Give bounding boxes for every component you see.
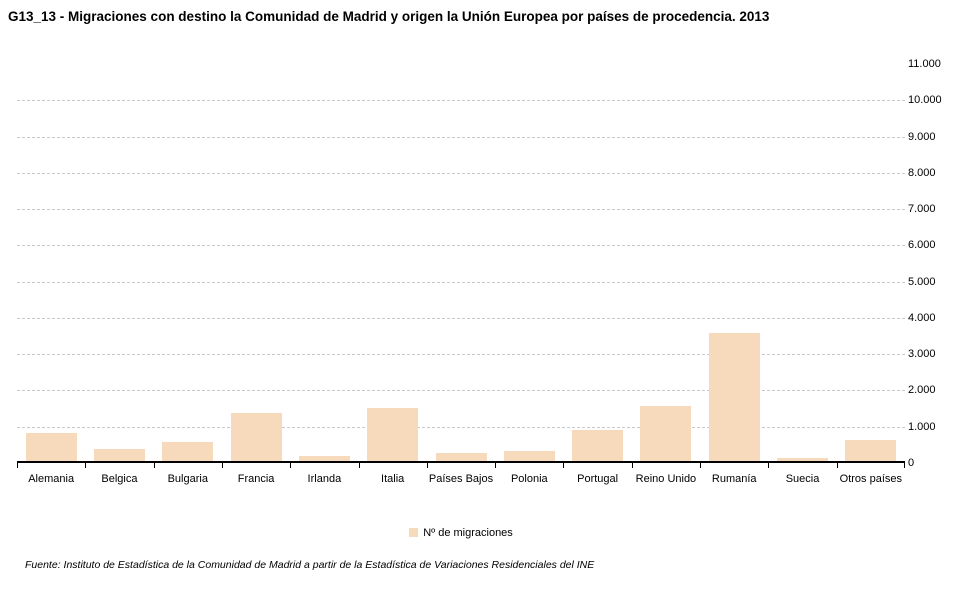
x-axis-category-label: Alemania [28,473,75,485]
bar-irlanda [298,455,350,463]
bar-pa-ses-bajos [435,452,487,463]
axis-tick [700,463,701,468]
x-axis-category-label: Suecia [785,473,820,485]
legend: Nº de migraciones [17,525,905,540]
bar-belgica [93,448,145,463]
axis-tick [632,463,633,468]
bar-francia [230,412,282,463]
source-note: Fuente: Instituto de Estadística de la C… [25,559,595,571]
y-axis-tick-label: 8.000 [908,166,936,179]
x-axis-category-label: Belgica [101,473,138,485]
y-axis-tick-label: 5.000 [908,275,936,288]
gridline [17,100,905,102]
x-axis-category-label: Reino Unido [635,473,697,485]
gridline [17,209,905,211]
axis-tick [768,463,769,468]
bar-polonia [503,451,555,463]
gridline [17,172,905,174]
axis-tick [904,463,905,468]
x-axis-category-label: Francia [237,473,275,485]
bar-italia [367,407,419,463]
x-axis-category-label: Rumanía [711,473,757,485]
x-axis-category-label: Irlanda [307,473,342,485]
y-axis-tick-label: 1.000 [908,420,936,433]
axis-tick [837,463,838,468]
bar-bulgaria [162,441,214,463]
y-axis-tick-label: 11.000 [908,58,941,70]
x-axis-category-label: Otros países [839,473,903,485]
axis-tick [495,463,496,468]
axis-tick [85,463,86,468]
x-axis-category-label: Portugal [577,473,619,485]
axis-tick [359,463,360,468]
x-axis-category-label: Bulgaria [167,473,208,485]
x-axis-category-label: Polonia [510,473,548,485]
gridline [17,354,905,356]
bar-otros-pa-ses [845,439,897,463]
gridline [17,390,905,392]
axis-tick [154,463,155,468]
bar-portugal [572,430,624,463]
gridline [17,426,905,428]
y-axis-tick-label: 3.000 [908,348,936,361]
y-axis-tick-label: 0 [908,457,915,469]
axis-tick [222,463,223,468]
axis-tick [427,463,428,468]
chart-title: G13_13 - Migraciones con destino la Comu… [8,9,770,24]
gridline [17,136,905,138]
y-axis-tick-label: 10.000 [908,94,942,107]
y-axis-tick-label: 2.000 [908,384,936,397]
y-axis-tick-label: 9.000 [908,130,936,143]
axis-tick [17,463,18,468]
axis-tick [290,463,291,468]
y-axis-tick-label: 6.000 [908,239,936,252]
x-axis-category-label: Italia [381,473,405,485]
y-axis-tick-label: 4.000 [908,311,936,324]
y-axis-tick-label: 7.000 [908,203,936,216]
x-axis-line [17,461,905,463]
bar-ruman-a [708,333,760,463]
gridline [17,281,905,283]
bar-suecia [777,457,829,463]
gridline [17,317,905,319]
x-axis-category-label: Países Bajos [428,473,494,485]
axis-tick [563,463,564,468]
plot-area [17,64,905,468]
bar-reino-unido [640,406,692,463]
legend-swatch-icon [409,528,419,537]
gridline [17,245,905,247]
bar-alemania [25,432,77,463]
legend-label: Nº de migraciones [423,526,513,539]
